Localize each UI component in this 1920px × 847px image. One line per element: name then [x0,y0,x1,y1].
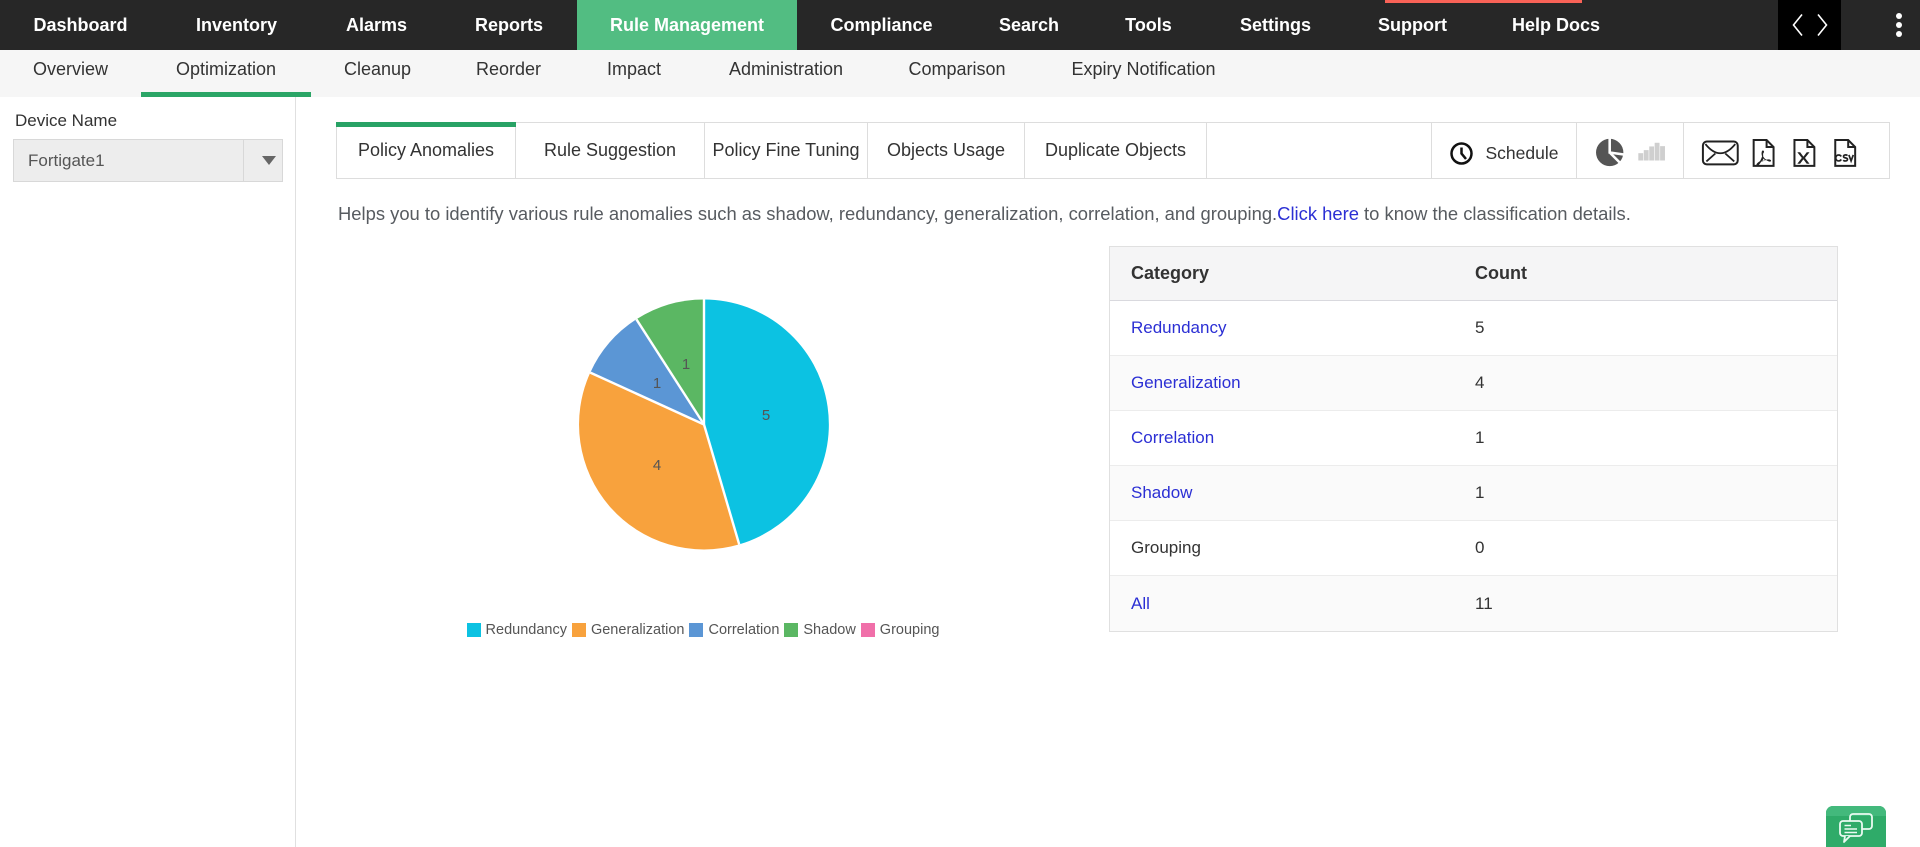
svg-text:1: 1 [682,356,690,373]
svg-text:1: 1 [653,375,661,392]
svg-text:5: 5 [762,407,770,424]
svg-text:4: 4 [653,457,661,474]
